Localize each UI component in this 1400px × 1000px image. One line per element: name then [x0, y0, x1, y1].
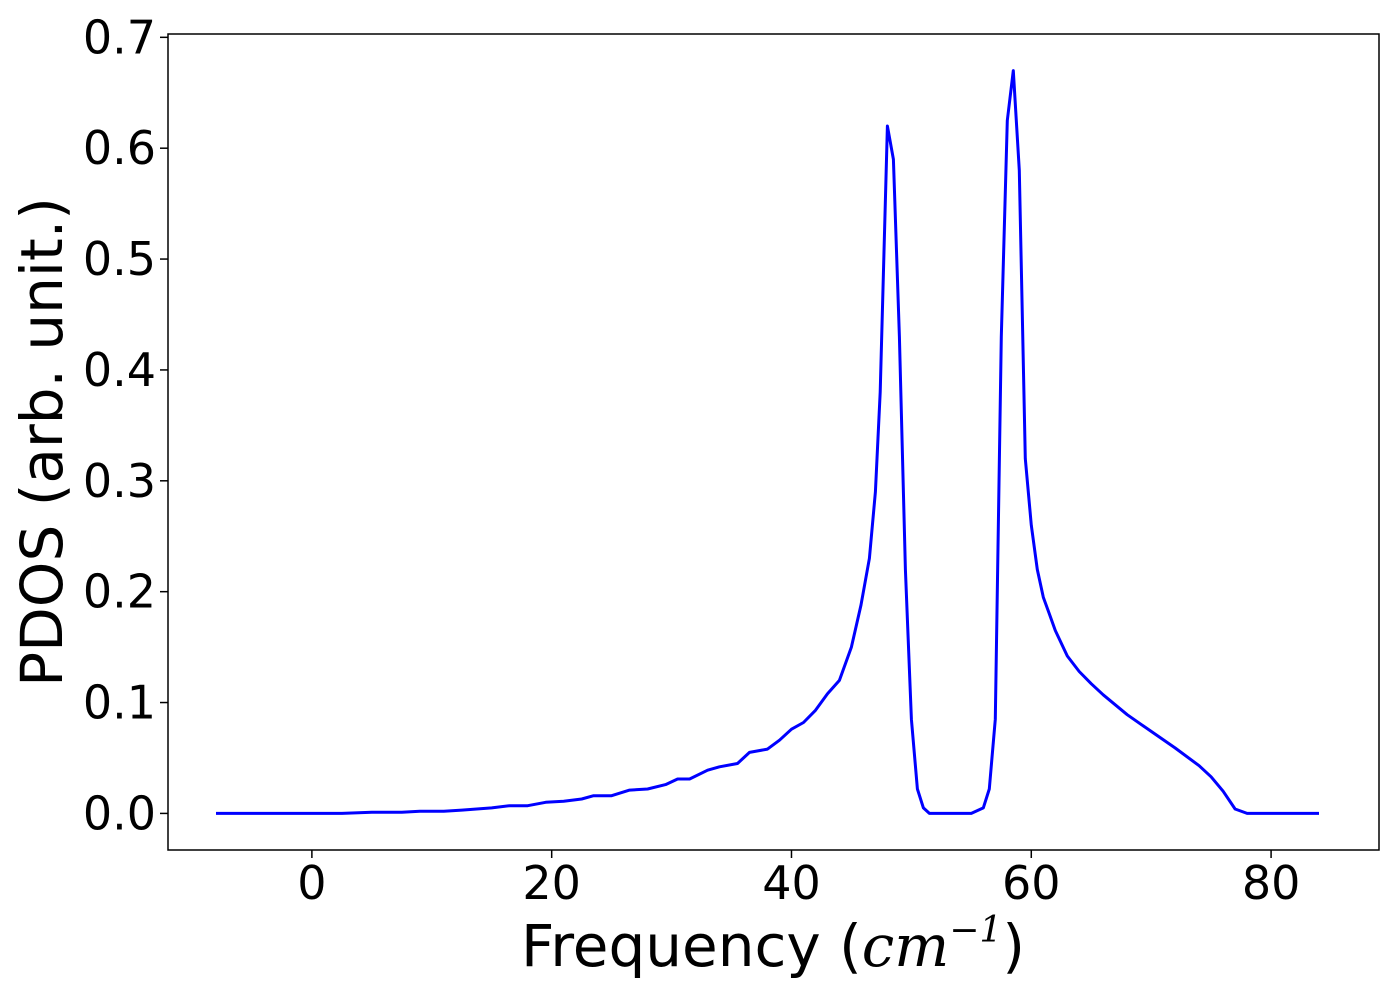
y-tick-label: 0.7	[83, 10, 156, 64]
x-tick-label: 0	[297, 856, 326, 910]
y-tick-label: 0.0	[83, 786, 156, 840]
x-axis: 0 20 40 60 80	[297, 850, 1300, 910]
y-tick-label: 0.2	[83, 565, 156, 619]
y-tick-label: 0.1	[83, 676, 156, 730]
x-tick-label: 40	[762, 856, 821, 910]
x-tick-label: 60	[1002, 856, 1061, 910]
y-tick-label: 0.6	[83, 121, 156, 175]
y-tick-label: 0.5	[83, 232, 156, 286]
y-tick-label: 0.3	[83, 454, 156, 508]
x-tick-label: 80	[1242, 856, 1301, 910]
y-axis: 0.0 0.1 0.2 0.3 0.4 0.5 0.6 0.7	[83, 10, 168, 840]
x-tick-label: 20	[522, 856, 581, 910]
pdos-series-line	[216, 69, 1319, 815]
y-axis-label: PDOS (arb. unit.)	[8, 197, 76, 687]
y-tick-label: 0.4	[83, 343, 156, 397]
plot-area	[167, 33, 1380, 851]
x-axis-label: Frequency (cm−1)	[521, 910, 1025, 980]
